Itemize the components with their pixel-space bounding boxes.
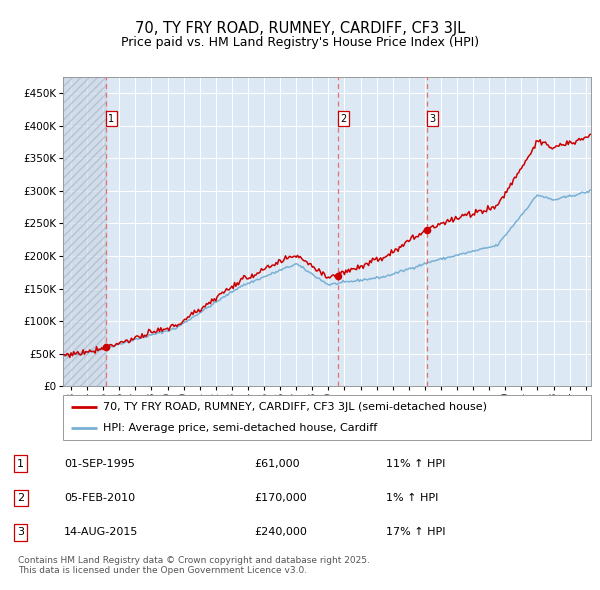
Text: 1: 1 bbox=[17, 458, 24, 468]
Text: £61,000: £61,000 bbox=[254, 458, 299, 468]
Text: 3: 3 bbox=[429, 113, 436, 123]
Text: 11% ↑ HPI: 11% ↑ HPI bbox=[386, 458, 446, 468]
Text: 1% ↑ HPI: 1% ↑ HPI bbox=[386, 493, 439, 503]
Text: 17% ↑ HPI: 17% ↑ HPI bbox=[386, 527, 446, 537]
Text: £240,000: £240,000 bbox=[254, 527, 307, 537]
Text: 05-FEB-2010: 05-FEB-2010 bbox=[64, 493, 135, 503]
Text: 3: 3 bbox=[17, 527, 24, 537]
Text: Price paid vs. HM Land Registry's House Price Index (HPI): Price paid vs. HM Land Registry's House … bbox=[121, 36, 479, 49]
Text: 70, TY FRY ROAD, RUMNEY, CARDIFF, CF3 3JL: 70, TY FRY ROAD, RUMNEY, CARDIFF, CF3 3J… bbox=[135, 21, 465, 36]
Text: 2: 2 bbox=[17, 493, 24, 503]
Text: 14-AUG-2015: 14-AUG-2015 bbox=[64, 527, 138, 537]
Text: £170,000: £170,000 bbox=[254, 493, 307, 503]
Text: 01-SEP-1995: 01-SEP-1995 bbox=[64, 458, 135, 468]
Text: 2: 2 bbox=[340, 113, 347, 123]
Text: 70, TY FRY ROAD, RUMNEY, CARDIFF, CF3 3JL (semi-detached house): 70, TY FRY ROAD, RUMNEY, CARDIFF, CF3 3J… bbox=[103, 402, 487, 412]
Text: 1: 1 bbox=[109, 113, 115, 123]
Text: HPI: Average price, semi-detached house, Cardiff: HPI: Average price, semi-detached house,… bbox=[103, 424, 377, 434]
Text: Contains HM Land Registry data © Crown copyright and database right 2025.
This d: Contains HM Land Registry data © Crown c… bbox=[18, 556, 370, 575]
